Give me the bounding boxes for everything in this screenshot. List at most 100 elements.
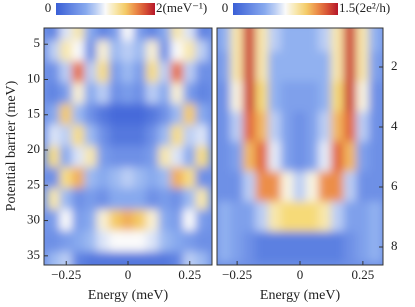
heatmap-cell: [305, 201, 320, 233]
y-tick-label: 4: [391, 118, 398, 133]
heatmap-cell: [330, 28, 345, 53]
heatmap-cell: [59, 124, 73, 147]
heatmap-cell: [47, 28, 61, 42]
heatmap-cell: [305, 141, 320, 173]
heatmap-cell: [330, 141, 345, 173]
y-tick-label: 35: [27, 247, 40, 262]
heatmap-cell: [255, 111, 270, 143]
colorbar-label: 2(meV⁻¹): [156, 0, 207, 15]
heatmap-cell: [146, 251, 160, 265]
y-tick-label: 30: [27, 212, 40, 227]
heatmap-cell: [242, 141, 257, 173]
heatmap-cell: [108, 146, 123, 169]
heatmap-cell: [356, 51, 370, 83]
heatmap-cell: [195, 82, 209, 105]
heatmap-cell: [47, 61, 61, 84]
heatmap-cell: [158, 188, 172, 211]
heatmap-cell: [170, 209, 185, 232]
y-tick-label: 25: [27, 176, 40, 191]
heatmap-cell: [183, 209, 197, 232]
heatmap-cell: [217, 28, 232, 53]
x-tick-label: −0.25: [51, 267, 81, 282]
heatmap-cell: [280, 201, 295, 233]
heatmap-cell: [96, 124, 110, 147]
heatmap-cell: [242, 231, 257, 263]
heatmap-cell: [195, 146, 209, 169]
y-tick-label: 20: [27, 141, 40, 156]
heatmap-cell: [330, 81, 345, 113]
heatmap-cell: [133, 209, 148, 232]
heatmap-cell: [217, 171, 232, 203]
heatmap-cell: [330, 201, 345, 233]
y-tick-label: 6: [391, 178, 398, 193]
heatmap-cell: [356, 81, 370, 113]
heatmap-cell: [71, 167, 86, 190]
heatmap-cell: [59, 82, 73, 105]
heatmap-cell: [293, 171, 307, 203]
heatmap-cell: [71, 146, 86, 169]
heatmap-cell: [47, 167, 61, 190]
heatmap-cell: [368, 141, 383, 173]
heatmap-cell: [242, 51, 257, 83]
heatmap-cell: [146, 209, 160, 232]
heatmap-cell: [84, 61, 98, 84]
heatmap-cell: [158, 82, 172, 105]
heatmap-cell: [183, 28, 197, 42]
heatmap-cell: [96, 146, 110, 169]
heatmap-cell: [305, 111, 320, 143]
heatmap-cell: [170, 188, 185, 211]
heatmap-cell: [108, 188, 123, 211]
heatmap-cell: [305, 231, 320, 263]
heatmap-cell: [84, 103, 98, 126]
heatmap-cell: [133, 82, 148, 105]
heatmap-cell: [242, 171, 257, 203]
heatmap-cell: [318, 231, 332, 263]
heatmap-cell: [255, 28, 270, 53]
heatmap-cell: [158, 146, 172, 169]
heatmap-cell: [59, 61, 73, 84]
y-tick-label: 5: [34, 35, 41, 50]
x-tick-label: 0.25: [352, 267, 375, 282]
heatmap-cell: [242, 81, 257, 113]
heatmap-cell: [330, 51, 345, 83]
heatmap-cell: [305, 51, 320, 83]
x-tick-label: 0.25: [178, 267, 201, 282]
heatmap-cell: [318, 141, 332, 173]
heatmap-cell: [84, 251, 98, 265]
heatmap-cell: [170, 28, 185, 42]
heatmap-cell: [183, 188, 197, 211]
heatmap-cell: [108, 28, 123, 42]
heatmap-cell: [183, 82, 197, 105]
heatmap-cell: [71, 61, 86, 84]
heatmap-cell: [133, 40, 148, 63]
heatmap-cells: [47, 28, 209, 265]
heatmap-cell: [59, 167, 73, 190]
heatmap-cell: [242, 28, 257, 53]
heatmap-cell: [146, 61, 160, 84]
heatmap-cell: [318, 28, 332, 53]
heatmap-cell: [170, 167, 185, 190]
heatmap-cell: [71, 28, 86, 42]
heatmap-cell: [59, 146, 73, 169]
heatmap-cell: [121, 103, 135, 126]
heatmap-cell: [242, 201, 257, 233]
heatmap-cell: [84, 82, 98, 105]
heatmap-cell: [268, 201, 282, 233]
heatmap-cell: [121, 188, 135, 211]
heatmap-cell: [293, 51, 307, 83]
y-tick-label: 2: [391, 58, 398, 73]
heatmap-cell: [356, 231, 370, 263]
y-axis-label: Potential barrier (meV): [4, 80, 19, 211]
heatmap-cell: [195, 61, 209, 84]
heatmap-cell: [293, 111, 307, 143]
heatmap-cell: [158, 230, 172, 253]
heatmap-cell: [158, 167, 172, 190]
heatmap-area: [217, 28, 383, 265]
heatmap-cell: [71, 82, 86, 105]
heatmap-cell: [195, 188, 209, 211]
heatmap-cell: [133, 230, 148, 253]
heatmap-cell: [96, 82, 110, 105]
heatmap-cell: [108, 230, 123, 253]
heatmap-cell: [84, 40, 98, 63]
heatmap-cell: [121, 82, 135, 105]
